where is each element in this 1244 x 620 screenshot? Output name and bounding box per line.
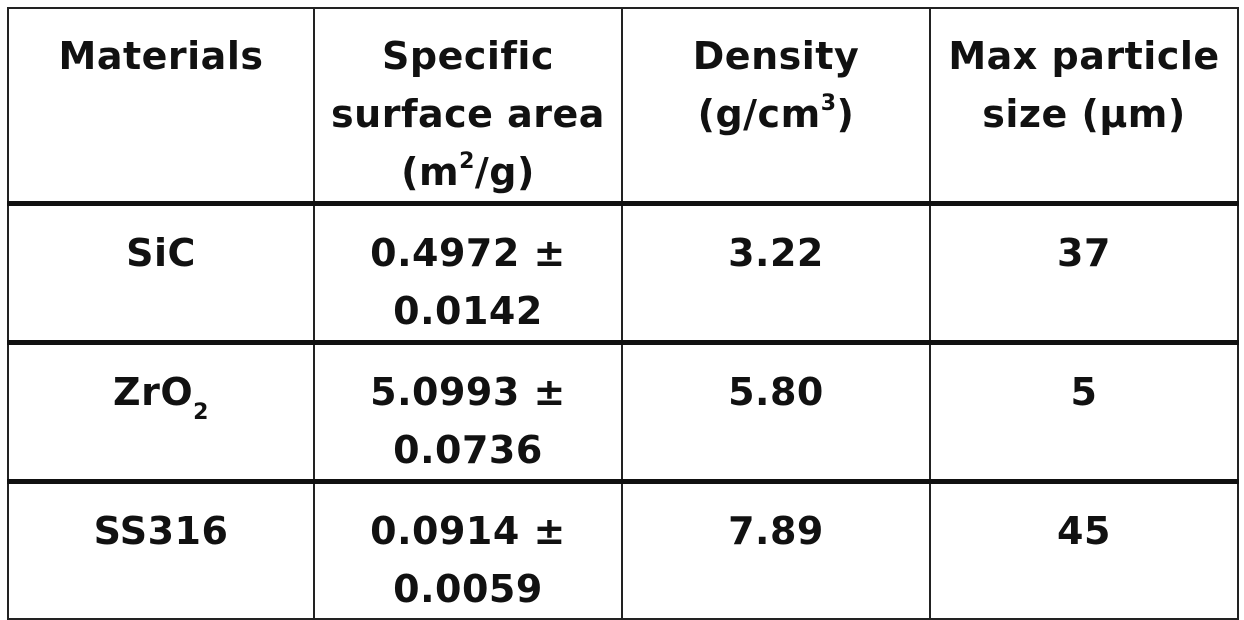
header-ssa-unit-pre: (m xyxy=(401,150,460,194)
header-specific-surface-area: Specific surface area (m2/g) xyxy=(313,7,623,206)
cell-density: 7.89 xyxy=(621,480,931,620)
cell-max-particle-size: 37 xyxy=(929,202,1239,345)
ssa-value: 0.0914 ± xyxy=(370,509,566,553)
cell-material: ZrO2 xyxy=(7,341,315,484)
ssa-value: 5.0993 ± xyxy=(370,370,566,414)
cell-material: SS316 xyxy=(7,480,315,620)
header-density-line1: Density xyxy=(692,34,860,78)
cell-density: 5.80 xyxy=(621,341,931,484)
density-value: 5.80 xyxy=(728,370,824,414)
density-value: 7.89 xyxy=(728,509,824,553)
header-ssa-unit: (m2/g) xyxy=(325,143,611,201)
header-density-unit: (g/cm3) xyxy=(633,85,919,143)
cell-max-particle-size: 45 xyxy=(929,480,1239,620)
table-header-row: Materials Specific surface area (m2/g) D… xyxy=(7,7,1239,206)
header-ssa-unit-sup: 2 xyxy=(459,149,475,174)
max-size-value: 45 xyxy=(1057,509,1111,553)
header-ssa-unit-post: /g) xyxy=(474,150,535,194)
header-maxsize-line1: Max particle xyxy=(948,34,1220,78)
max-size-value: 5 xyxy=(1070,370,1098,414)
header-ssa-line1: Specific xyxy=(382,34,554,78)
ssa-uncertainty: 0.0736 xyxy=(393,428,543,472)
header-density-unit-post: ) xyxy=(836,92,855,136)
cell-max-particle-size: 5 xyxy=(929,341,1239,484)
material-name: SiC xyxy=(126,231,196,275)
table-row: SiC 0.4972 ± 0.0142 3.22 37 xyxy=(7,202,1239,345)
ssa-uncertainty: 0.0142 xyxy=(393,289,543,333)
header-density-unit-sup: 3 xyxy=(820,91,837,116)
cell-density: 3.22 xyxy=(621,202,931,345)
cell-specific-surface-area: 0.4972 ± 0.0142 xyxy=(313,202,623,345)
header-materials-label: Materials xyxy=(58,34,264,78)
density-value: 3.22 xyxy=(728,231,824,275)
cell-specific-surface-area: 0.0914 ± 0.0059 xyxy=(313,480,623,620)
table-row: ZrO2 5.0993 ± 0.0736 5.80 5 xyxy=(7,341,1239,484)
header-ssa-line2: surface area xyxy=(331,92,605,136)
cell-specific-surface-area: 5.0993 ± 0.0736 xyxy=(313,341,623,484)
material-name: SS316 xyxy=(93,509,229,553)
material-properties-table: Materials Specific surface area (m2/g) D… xyxy=(7,7,1239,620)
header-maxsize-line2: size (µm) xyxy=(982,92,1186,136)
table-row: SS316 0.0914 ± 0.0059 7.89 45 xyxy=(7,480,1239,620)
material-subscript: 2 xyxy=(193,400,209,425)
header-density: Density (g/cm3) xyxy=(621,7,931,206)
header-max-particle-size: Max particle size (µm) xyxy=(929,7,1239,206)
cell-material: SiC xyxy=(7,202,315,345)
header-density-unit-pre: (g/cm xyxy=(697,92,821,136)
ssa-uncertainty: 0.0059 xyxy=(393,567,543,611)
max-size-value: 37 xyxy=(1057,231,1111,275)
ssa-value: 0.4972 ± xyxy=(370,231,566,275)
material-name: ZrO xyxy=(113,370,194,414)
header-materials: Materials xyxy=(7,7,315,206)
